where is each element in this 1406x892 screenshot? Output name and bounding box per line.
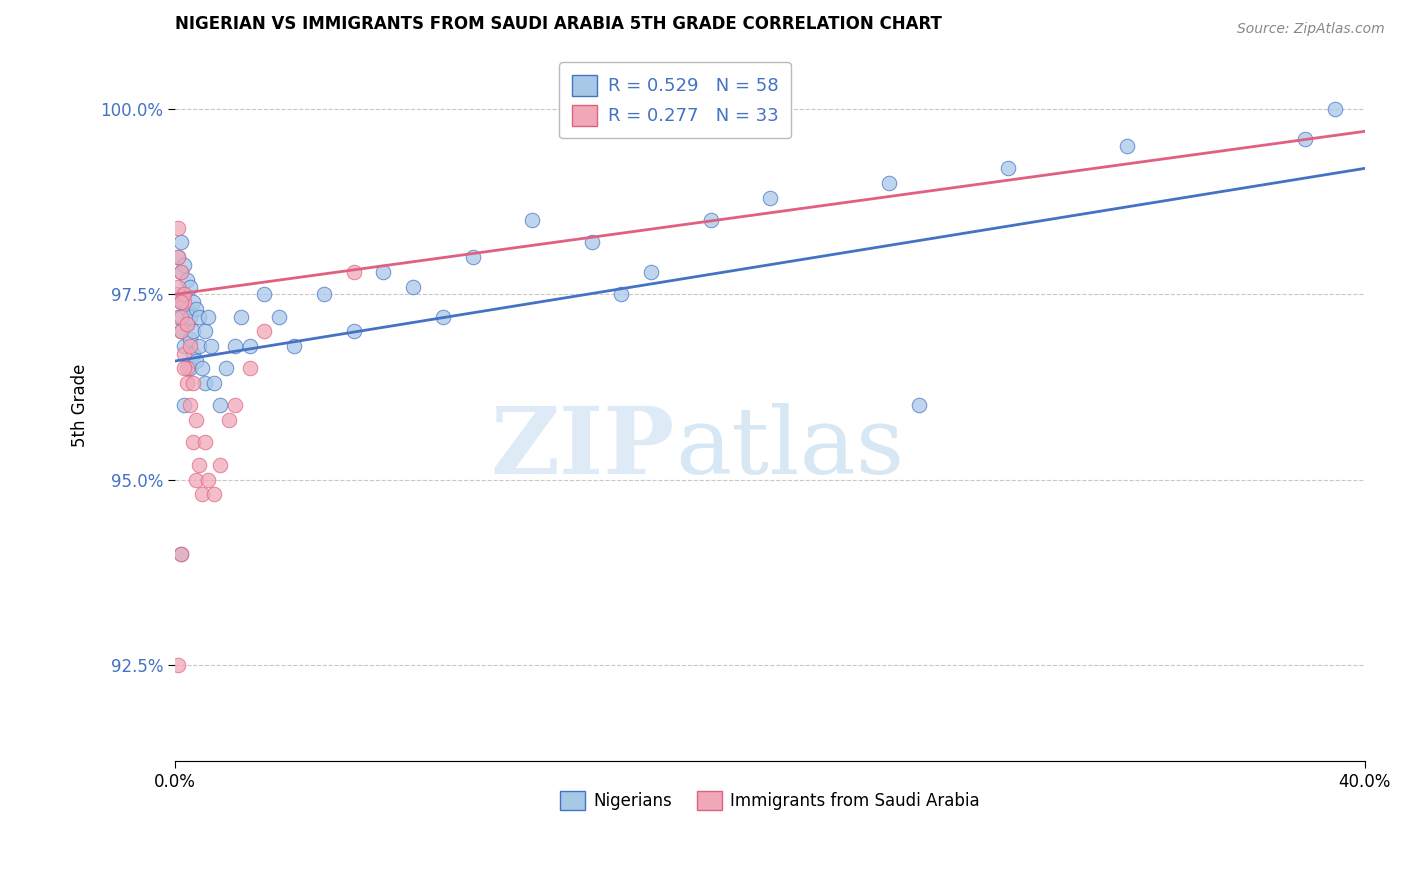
Point bbox=[877, 176, 900, 190]
Point bbox=[170, 547, 193, 561]
Point bbox=[238, 339, 260, 353]
Point bbox=[170, 324, 193, 338]
Point bbox=[179, 280, 201, 294]
Point bbox=[170, 294, 193, 309]
Point bbox=[167, 250, 190, 264]
Point bbox=[269, 310, 291, 324]
Point bbox=[173, 287, 195, 301]
Point bbox=[1294, 132, 1316, 146]
Point bbox=[167, 657, 190, 672]
Point bbox=[181, 294, 204, 309]
Point bbox=[179, 399, 201, 413]
Point bbox=[184, 473, 207, 487]
Point bbox=[238, 361, 260, 376]
Point bbox=[1115, 139, 1137, 153]
Point bbox=[170, 547, 193, 561]
Point bbox=[312, 287, 335, 301]
Point bbox=[170, 310, 193, 324]
Point bbox=[184, 302, 207, 317]
Text: Source: ZipAtlas.com: Source: ZipAtlas.com bbox=[1237, 22, 1385, 37]
Point bbox=[581, 235, 603, 250]
Point bbox=[253, 287, 276, 301]
Point bbox=[759, 191, 782, 205]
Point bbox=[181, 435, 204, 450]
Point bbox=[176, 361, 198, 376]
Point bbox=[179, 310, 201, 324]
Point bbox=[184, 413, 207, 427]
Point bbox=[173, 287, 195, 301]
Point bbox=[170, 265, 193, 279]
Point bbox=[176, 272, 198, 286]
Legend: Nigerians, Immigrants from Saudi Arabia: Nigerians, Immigrants from Saudi Arabia bbox=[554, 784, 987, 817]
Y-axis label: 5th Grade: 5th Grade bbox=[72, 364, 89, 447]
Point bbox=[179, 361, 201, 376]
Point bbox=[170, 265, 193, 279]
Point bbox=[173, 258, 195, 272]
Point bbox=[200, 339, 222, 353]
Point bbox=[173, 346, 195, 360]
Point bbox=[167, 310, 190, 324]
Point bbox=[1324, 102, 1347, 116]
Point bbox=[173, 294, 195, 309]
Point bbox=[167, 280, 190, 294]
Point bbox=[179, 339, 201, 353]
Point bbox=[188, 310, 211, 324]
Point bbox=[167, 250, 190, 264]
Point bbox=[176, 302, 198, 317]
Point bbox=[173, 361, 195, 376]
Point bbox=[224, 339, 246, 353]
Point bbox=[173, 339, 195, 353]
Text: NIGERIAN VS IMMIGRANTS FROM SAUDI ARABIA 5TH GRADE CORRELATION CHART: NIGERIAN VS IMMIGRANTS FROM SAUDI ARABIA… bbox=[176, 15, 942, 33]
Point bbox=[181, 346, 204, 360]
Point bbox=[197, 310, 219, 324]
Point bbox=[184, 354, 207, 368]
Text: ZIP: ZIP bbox=[491, 403, 675, 493]
Point bbox=[373, 265, 395, 279]
Point bbox=[432, 310, 454, 324]
Point bbox=[181, 324, 204, 338]
Point bbox=[181, 376, 204, 391]
Point bbox=[640, 265, 662, 279]
Point bbox=[208, 399, 231, 413]
Point bbox=[197, 473, 219, 487]
Point bbox=[907, 399, 929, 413]
Point bbox=[194, 376, 217, 391]
Point bbox=[194, 324, 217, 338]
Point bbox=[283, 339, 305, 353]
Point bbox=[461, 250, 484, 264]
Point bbox=[170, 294, 193, 309]
Point bbox=[176, 317, 198, 331]
Text: atlas: atlas bbox=[675, 403, 904, 493]
Point bbox=[188, 339, 211, 353]
Point bbox=[208, 458, 231, 472]
Point bbox=[218, 413, 240, 427]
Point bbox=[179, 332, 201, 346]
Point bbox=[170, 324, 193, 338]
Point bbox=[188, 458, 211, 472]
Point bbox=[176, 317, 198, 331]
Point bbox=[520, 213, 543, 227]
Point bbox=[997, 161, 1019, 176]
Point bbox=[224, 399, 246, 413]
Point bbox=[342, 324, 364, 338]
Point bbox=[699, 213, 721, 227]
Point bbox=[202, 487, 225, 501]
Point bbox=[402, 280, 425, 294]
Point bbox=[191, 361, 214, 376]
Point bbox=[610, 287, 633, 301]
Point bbox=[167, 287, 190, 301]
Point bbox=[194, 435, 217, 450]
Point bbox=[170, 235, 193, 250]
Point bbox=[202, 376, 225, 391]
Point bbox=[342, 265, 364, 279]
Point bbox=[191, 487, 214, 501]
Point bbox=[229, 310, 252, 324]
Point bbox=[253, 324, 276, 338]
Point bbox=[173, 399, 195, 413]
Point bbox=[176, 376, 198, 391]
Point bbox=[167, 220, 190, 235]
Point bbox=[215, 361, 238, 376]
